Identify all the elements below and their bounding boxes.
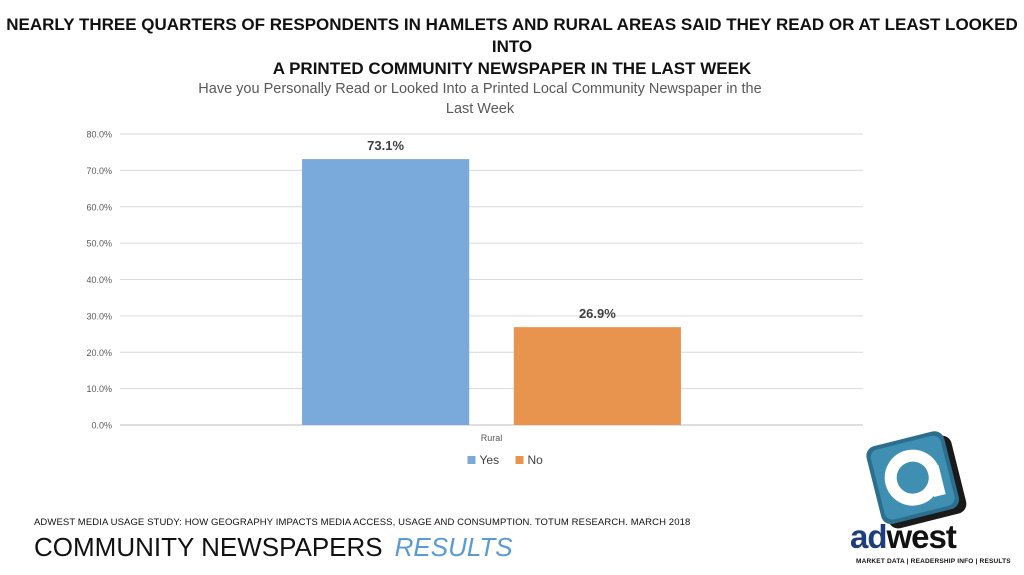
- legend-swatch-yes: [467, 456, 476, 464]
- headline-line-2: A PRINTED COMMUNITY NEWSPAPER IN THE LAS…: [272, 59, 752, 78]
- wordmark-west: west: [886, 518, 957, 555]
- headline-line-1: NEARLY THREE QUARTERS OF RESPONDENTS IN …: [6, 15, 1018, 56]
- data-label: 73.1%: [367, 138, 404, 153]
- footer-title: COMMUNITY NEWSPAPERS RESULTS: [34, 532, 513, 563]
- y-tick-label: 20.0%: [86, 348, 112, 358]
- y-tick-label: 40.0%: [86, 275, 112, 285]
- bar-no: [513, 327, 681, 425]
- headline: NEARLY THREE QUARTERS OF RESPONDENTS IN …: [0, 14, 1024, 80]
- x-tick-label: Rural: [481, 433, 503, 443]
- logo-tagline: MARKET DATA | READERSHIP INFO | RESULTS: [856, 558, 1011, 565]
- legend-label: Yes: [480, 453, 500, 467]
- chart-title-line-2: Last Week: [445, 101, 515, 117]
- source-note: ADWEST MEDIA USAGE STUDY: HOW GEOGRAPHY …: [34, 517, 691, 528]
- y-tick-label: 70.0%: [86, 166, 112, 176]
- y-tick-label: 80.0%: [86, 130, 112, 140]
- y-tick-label: 60.0%: [86, 202, 112, 212]
- data-label: 26.9%: [579, 306, 616, 321]
- chart-title-line-1: Have you Personally Read or Looked Into …: [198, 81, 762, 97]
- adwest-wordmark: adwest: [850, 518, 957, 555]
- bar-yes: [302, 159, 470, 425]
- footer-title-accent: RESULTS: [394, 532, 513, 562]
- adwest-a-icon: [866, 431, 967, 529]
- y-tick-label: 0.0%: [91, 421, 112, 431]
- legend-label: No: [528, 453, 544, 467]
- y-tick-label: 30.0%: [86, 311, 112, 321]
- legend-swatch-no: [515, 456, 524, 464]
- y-tick-label: 10.0%: [86, 384, 112, 394]
- y-tick-label: 50.0%: [86, 239, 112, 249]
- footer-title-main: COMMUNITY NEWSPAPERS: [34, 532, 383, 562]
- chart-title: Have you Personally Read or Looked Into …: [160, 79, 800, 119]
- wordmark-ad: ad: [850, 518, 888, 555]
- bar-chart: 0.0% 10.0% 20.0% 30.0% 40.0% 50.0% 60.0% 70.0% 8…: [86, 130, 863, 467]
